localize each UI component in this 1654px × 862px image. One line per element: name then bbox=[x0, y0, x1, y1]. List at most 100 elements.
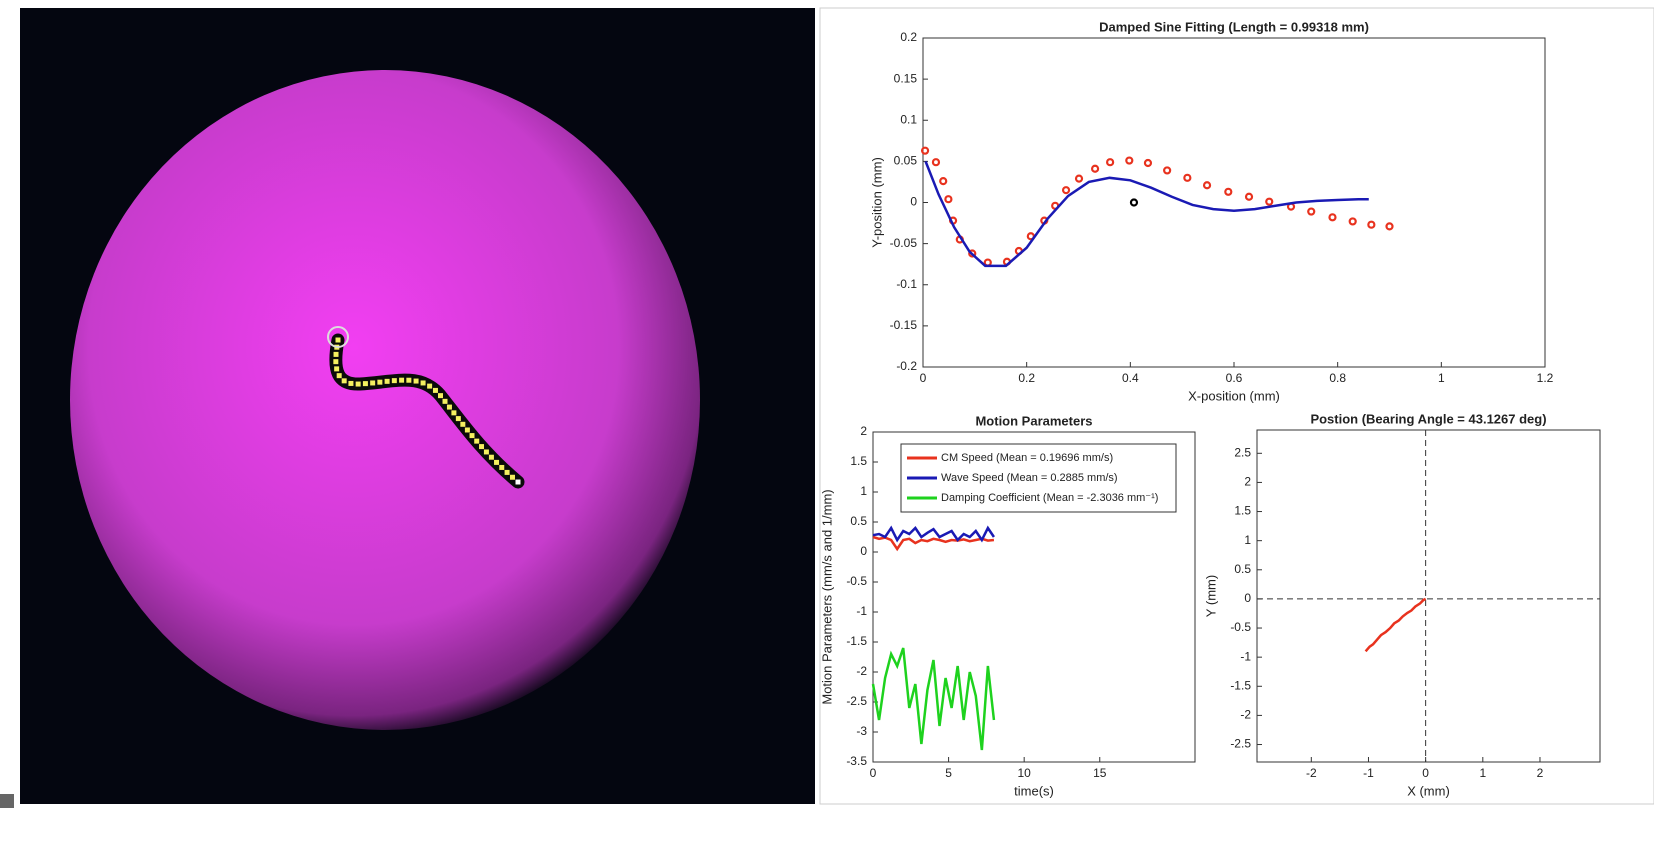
x-tick-label: 0.4 bbox=[1122, 371, 1139, 385]
track-dot bbox=[509, 474, 515, 480]
y-tick-label: 1 bbox=[860, 484, 867, 498]
data-point bbox=[1074, 174, 1084, 183]
charts: Damped Sine Fitting (Length = 0.99318 mm… bbox=[819, 19, 1601, 798]
illuminated-field bbox=[70, 70, 700, 730]
data-point bbox=[1125, 156, 1134, 165]
data-point bbox=[1307, 207, 1316, 216]
plot-area bbox=[1256, 429, 1601, 763]
y-tick-label: -2 bbox=[1240, 708, 1251, 722]
track-dot bbox=[413, 378, 419, 384]
y-tick-label: 0.5 bbox=[850, 514, 867, 528]
track-dot bbox=[488, 454, 494, 460]
y-tick-label: 2 bbox=[1244, 475, 1251, 489]
x-axis-label: time(s) bbox=[1014, 783, 1054, 798]
track-dot bbox=[451, 410, 457, 416]
y-tick-label: -1 bbox=[1240, 649, 1251, 663]
y-tick-label: 1.5 bbox=[1234, 504, 1251, 518]
x-tick-label: 0 bbox=[920, 371, 927, 385]
track-dot bbox=[438, 393, 444, 399]
track-dot bbox=[460, 421, 466, 427]
data-line bbox=[872, 535, 995, 552]
y-tick-label: -3.5 bbox=[846, 754, 867, 768]
track-dot bbox=[348, 380, 354, 386]
y-tick-label: -1 bbox=[856, 604, 867, 618]
data-point bbox=[1385, 222, 1394, 231]
data-point bbox=[1163, 166, 1172, 175]
track-dot bbox=[479, 444, 485, 450]
data-point bbox=[1129, 198, 1139, 207]
track-dot bbox=[362, 381, 368, 387]
track-dot bbox=[341, 378, 347, 384]
track-dot bbox=[420, 380, 426, 386]
legend bbox=[900, 443, 1177, 513]
data-point bbox=[944, 195, 953, 204]
x-tick-label: 0.6 bbox=[1226, 371, 1243, 385]
track-dot bbox=[333, 359, 339, 365]
y-tick-label: 2.5 bbox=[1234, 445, 1251, 459]
y-tick-label: 0 bbox=[860, 544, 867, 558]
y-tick-label: -0.05 bbox=[890, 236, 918, 250]
track-dot bbox=[446, 404, 452, 410]
head-marker bbox=[327, 326, 349, 348]
y-tick-label: 0 bbox=[910, 195, 917, 209]
y-tick-label: -0.2 bbox=[896, 359, 917, 373]
y-tick-label: -2.5 bbox=[846, 694, 867, 708]
y-tick-label: -0.5 bbox=[846, 574, 867, 588]
x-tick-label: 0 bbox=[870, 766, 877, 780]
y-tick-label: 0.05 bbox=[894, 154, 918, 168]
track-dot bbox=[399, 377, 405, 383]
data-point bbox=[920, 146, 930, 155]
chart-title: Motion Parameters bbox=[975, 413, 1092, 428]
track-dot bbox=[370, 380, 376, 386]
data-point bbox=[1143, 158, 1153, 168]
y-tick-label: 2 bbox=[860, 424, 867, 438]
y-tick-label: -1.5 bbox=[846, 634, 867, 648]
data-point bbox=[931, 158, 941, 167]
y-tick-label: 0 bbox=[1244, 591, 1251, 605]
x-tick-label: -2 bbox=[1306, 766, 1317, 780]
y-tick-label: -2 bbox=[856, 664, 867, 678]
x-tick-label: 0 bbox=[1422, 766, 1429, 780]
y-tick-label: 1.5 bbox=[850, 454, 867, 468]
x-tick-label: 10 bbox=[1017, 766, 1031, 780]
x-tick-label: 0.2 bbox=[1018, 371, 1035, 385]
track-dot bbox=[464, 427, 470, 433]
x-axis-label: X (mm) bbox=[1407, 783, 1450, 798]
x-tick-label: -1 bbox=[1363, 766, 1374, 780]
y-tick-label: -0.15 bbox=[890, 318, 918, 332]
x-tick-label: 2 bbox=[1537, 766, 1544, 780]
data-point bbox=[1202, 181, 1212, 190]
track-dot bbox=[455, 416, 461, 422]
x-tick-label: 1 bbox=[1438, 371, 1445, 385]
legend-label: Wave Speed (Mean = 0.2885 mm/s) bbox=[941, 472, 1118, 484]
y-tick-label: 0.5 bbox=[1234, 562, 1251, 576]
data-line bbox=[1364, 597, 1427, 653]
track-dot bbox=[504, 469, 510, 475]
track-dot bbox=[427, 383, 433, 389]
track-dot bbox=[355, 381, 361, 387]
track-dot bbox=[336, 373, 342, 379]
x-tick-label: 0.8 bbox=[1329, 371, 1346, 385]
track-dot bbox=[391, 378, 397, 384]
data-line bbox=[871, 647, 996, 751]
corner-icon bbox=[0, 794, 14, 808]
legend-label: CM Speed (Mean = 0.19696 mm/s) bbox=[941, 452, 1113, 464]
data-point bbox=[1328, 213, 1337, 222]
track-dot bbox=[515, 479, 521, 485]
track-dot bbox=[499, 464, 505, 470]
tracking-points bbox=[333, 337, 521, 485]
data-point bbox=[1090, 164, 1100, 173]
data-point bbox=[1106, 158, 1115, 167]
y-tick-label: -1.5 bbox=[1230, 678, 1251, 692]
data-point bbox=[1183, 173, 1192, 182]
track-dot bbox=[469, 433, 475, 439]
track-dot bbox=[334, 366, 340, 372]
data-point bbox=[968, 249, 977, 258]
y-axis-label: Motion Parameters (mm/s and 1/mm) bbox=[819, 489, 834, 704]
track-dot bbox=[432, 387, 438, 393]
x-tick-label: 1.2 bbox=[1537, 371, 1554, 385]
data-point bbox=[1061, 186, 1071, 195]
y-tick-label: 0.15 bbox=[894, 71, 918, 85]
y-tick-label: -0.5 bbox=[1230, 620, 1251, 634]
y-tick-label: 1 bbox=[1244, 533, 1251, 547]
